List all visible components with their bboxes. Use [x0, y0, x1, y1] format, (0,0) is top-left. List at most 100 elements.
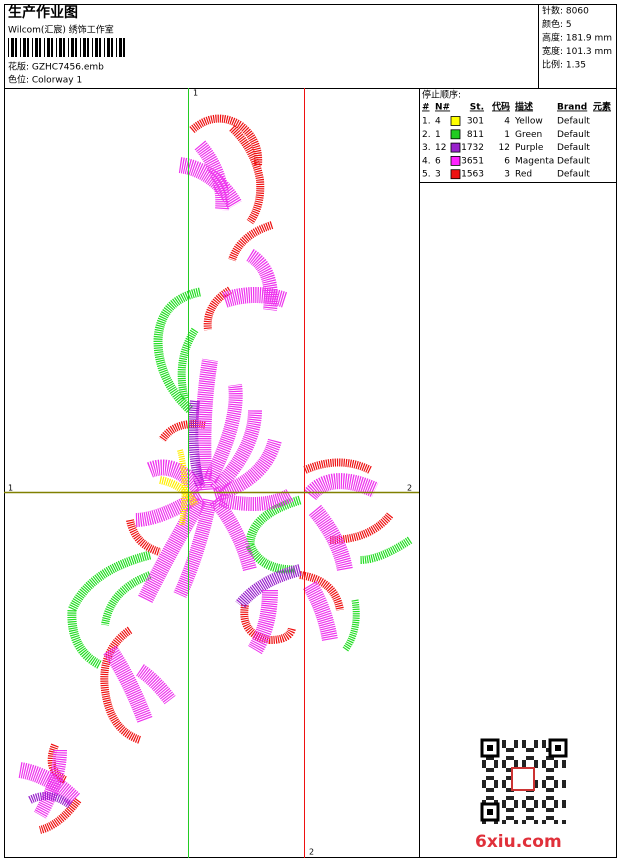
code: 4 — [504, 117, 510, 127]
stitch-magenta — [203, 384, 243, 484]
stitch-magenta — [135, 664, 176, 705]
barcode — [8, 38, 125, 57]
bar-stripe — [59, 38, 62, 57]
stitch-magenta — [222, 287, 288, 308]
stitch-magenta — [210, 409, 262, 495]
stitches: 1563 — [461, 170, 484, 180]
qr-cell — [550, 788, 554, 792]
qr-cell — [534, 764, 538, 768]
qr-cell — [554, 760, 558, 764]
stat: 比例: 1.35 — [542, 59, 586, 71]
qr-cell — [502, 744, 506, 748]
qr-cell — [502, 764, 506, 768]
qr-cell — [530, 748, 534, 752]
qr-cell — [490, 768, 494, 772]
code: 1 — [504, 130, 510, 140]
guide-label: 2 — [309, 848, 314, 857]
qr-cell — [522, 820, 526, 824]
code: 3 — [504, 170, 510, 180]
brand: Default — [557, 130, 590, 140]
qr-cell — [502, 820, 506, 824]
qr-cell — [542, 740, 546, 744]
qr-cell — [482, 764, 486, 768]
qr-cell — [506, 816, 510, 820]
stitch-magenta — [303, 580, 338, 642]
stitch-magenta — [308, 504, 353, 572]
column-header: N# — [435, 103, 450, 113]
bar-stripe — [8, 38, 9, 57]
qr-cell — [494, 800, 498, 804]
qr-cell — [502, 784, 506, 788]
qr-cell — [506, 776, 510, 780]
bar-stripe — [95, 38, 98, 57]
qr-finder-core — [555, 745, 561, 751]
qr-cell — [530, 808, 534, 812]
bar-stripe — [99, 38, 101, 57]
qr-cell — [510, 808, 514, 812]
qr-cell — [486, 768, 490, 772]
qr-cell — [562, 760, 566, 764]
qr-cell — [534, 780, 538, 784]
qr-cell — [482, 800, 486, 804]
bar-stripe — [20, 38, 21, 57]
qr-cell — [554, 764, 558, 768]
qr-cell — [502, 740, 506, 744]
stitch-green — [101, 571, 152, 626]
qr-cell — [494, 764, 498, 768]
qr-cell — [546, 788, 550, 792]
stitch-magenta — [194, 140, 230, 211]
qr-cell — [546, 808, 550, 812]
bar-stripe — [63, 38, 65, 57]
qr-cell — [522, 740, 526, 744]
bar-stripe — [68, 38, 69, 57]
qr-cell — [550, 776, 554, 780]
stitch-yellow — [177, 449, 188, 526]
qr-cell — [502, 760, 506, 764]
qr-code — [480, 738, 568, 824]
stitch-red — [329, 512, 394, 544]
qr-cell — [510, 796, 514, 800]
guide-label: 1 — [193, 89, 198, 98]
qr-cell — [554, 800, 558, 804]
qr-cell — [526, 748, 530, 752]
qr-cell — [506, 768, 510, 772]
stitch-red — [189, 114, 263, 166]
qr-cell — [554, 784, 558, 788]
brand: Default — [557, 117, 590, 127]
qr-cell — [546, 816, 550, 820]
stitch-magenta — [33, 749, 67, 819]
qr-cell — [554, 804, 558, 808]
stitches: 811 — [467, 130, 484, 140]
bar-stripe — [56, 38, 57, 57]
qr-cell — [514, 764, 518, 768]
qr-cell — [482, 780, 486, 784]
stop-sequence-table: # N# St. 代码 描述 Brand 元素 1. 4 301 4 Yellow Default 2. 1… — [422, 101, 611, 180]
qr-cell — [494, 784, 498, 788]
column-header: 代码 — [491, 101, 510, 113]
qr-cell — [522, 760, 526, 764]
qr-cell — [510, 816, 514, 820]
qr-cell — [522, 800, 526, 804]
needle: 1 — [435, 130, 441, 140]
column-header: # — [422, 103, 430, 113]
outer-frame — [4, 4, 617, 858]
qr-cell — [550, 796, 554, 800]
qr-cell — [486, 776, 490, 780]
needle: 12 — [435, 143, 446, 153]
stitch-green — [153, 287, 202, 414]
stitches: 301 — [467, 117, 484, 127]
brand: Default — [557, 156, 590, 166]
stop-sequence-title: 停止顺序: — [422, 89, 461, 101]
qr-cell — [534, 800, 538, 804]
qr-finder-core — [487, 809, 493, 815]
qr-cell — [490, 756, 494, 760]
qr-cell — [522, 744, 526, 748]
qr-cell — [542, 784, 546, 788]
needle: 6 — [435, 156, 441, 166]
needle: 3 — [435, 170, 441, 180]
qr-cell — [514, 760, 518, 764]
stitch-green — [342, 599, 360, 653]
qr-cell — [546, 776, 550, 780]
description: Purple — [515, 143, 544, 153]
design-file: 花版: GZHC7456.emb — [8, 61, 104, 73]
